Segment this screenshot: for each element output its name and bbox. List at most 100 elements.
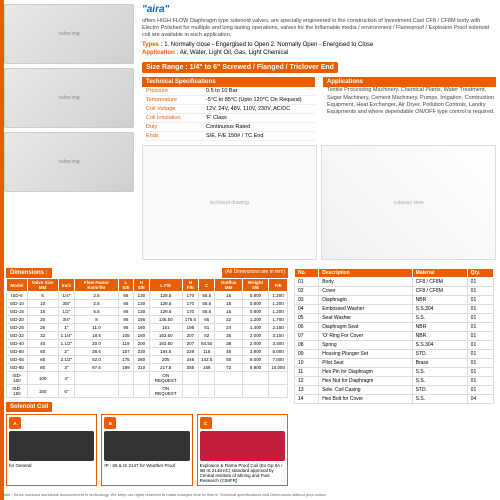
dim-cell: 163.50	[149, 332, 182, 340]
bom-cell: Brass	[412, 359, 467, 368]
dim-cell: 280	[134, 356, 150, 364]
dim-cell: 0.800	[242, 300, 268, 308]
dim-cell: 55	[215, 356, 242, 364]
dim-cell: 11.0	[75, 324, 118, 332]
bom-cell: NBR	[412, 332, 467, 341]
spec-label: Coil Insulation	[146, 115, 206, 121]
app-value: Air, Water, Light Oil, Gas, Light Chemic…	[180, 50, 289, 56]
solenoid-image	[9, 431, 94, 461]
dim-cell: 9.900	[242, 364, 268, 372]
dim-cell: 81	[199, 324, 215, 332]
dim-row: ISD-65652.1/2"52.0175280205246142.5556.0…	[7, 356, 288, 364]
intro-text: offers HIGH FLOW Diaphragm type solenoid…	[142, 18, 496, 39]
bom-cell: 01	[467, 386, 493, 395]
app-block: Applications Textile Processing Machiner…	[323, 77, 496, 141]
solenoid-image	[104, 431, 189, 461]
dim-row: ISD-661/4"2.566130128.517055.5150.8001.2…	[7, 292, 288, 300]
dim-cell	[215, 385, 242, 398]
solenoid-label: IP - 65 & IS 2147 for Weather Proof	[104, 463, 189, 468]
dim-cell: 136.50	[149, 316, 182, 324]
dim-cell: ISD-65	[7, 356, 28, 364]
dim-col-header: Weight S/E	[242, 279, 268, 292]
dim-col-header: L F/E	[149, 279, 182, 292]
bom-cell: Sole. Coil Casing	[319, 386, 412, 395]
bom-col-header: Description	[319, 269, 412, 278]
dim-cell: 50	[27, 348, 58, 356]
product-image-1: valve img	[4, 4, 134, 64]
dim-cell: 2.5	[75, 300, 118, 308]
bom-cell: 12	[295, 377, 319, 386]
dim-cell: 1"	[58, 324, 75, 332]
bom-cell: Spring	[319, 341, 412, 350]
bom-cell: 01	[467, 368, 493, 377]
footer-note: Note : Since constant worldwide advancem…	[0, 490, 500, 499]
dim-cell: 5.000	[269, 348, 288, 356]
solenoid-header: Solenoid Coil	[6, 402, 52, 412]
bom-cell: Diaphragm Seat	[319, 323, 412, 332]
bom-cell: CF8 / CF8M	[412, 287, 467, 296]
dim-cell: 66	[118, 292, 133, 300]
bom-cell: S.S.	[412, 395, 467, 404]
bom-cell: 11	[295, 368, 319, 377]
bom-cell: 14	[295, 395, 319, 404]
dim-row: ISD-1501506"ON REQUEST	[7, 385, 288, 398]
bom-cell: 01	[467, 341, 493, 350]
dim-cell: 20	[27, 316, 58, 324]
spec-row: Coil Voltage12V, 24V, 48V, 110V, 230V, A…	[142, 105, 315, 114]
dim-cell: 3"	[58, 364, 75, 372]
dim-cell	[242, 372, 268, 385]
tech-spec-header: Technical Specifications	[142, 77, 315, 87]
dim-cell: 72	[215, 364, 242, 372]
dim-cell: 0.800	[242, 308, 268, 316]
solenoid-badge: A	[9, 417, 21, 429]
solenoid-items: Afor GeneralBIP - 65 & IS 2147 for Weath…	[6, 414, 288, 486]
spec-label: Pressure	[146, 88, 206, 94]
dim-cell: 55.5	[199, 308, 215, 316]
dim-cell	[75, 385, 118, 398]
bom-cell: S.S.	[412, 368, 467, 377]
solenoid-item: BIP - 65 & IS 2147 for Weather Proof	[101, 414, 192, 486]
dim-cell: 10.050	[269, 364, 288, 372]
bom-cell: Body	[319, 278, 412, 287]
dim-cell	[199, 385, 215, 398]
dim-cell: 230	[134, 348, 150, 356]
spec-row: Coil Insulation'F' Class	[142, 114, 315, 123]
dim-cell: 4"	[58, 372, 75, 385]
dim-cell: 1/2"	[58, 308, 75, 316]
dim-cell: 8	[75, 316, 118, 324]
bom-row: 10Pilot SeatBrass01	[295, 359, 494, 368]
dim-cell: 15	[27, 308, 58, 316]
dim-col-header: Inch	[58, 279, 75, 292]
dim-cell: 55.5	[199, 300, 215, 308]
bom-cell: 13	[295, 386, 319, 395]
spec-row: Pressure0.5 to 10 Bar	[142, 87, 315, 96]
spec-label: Temperature	[146, 97, 206, 103]
dim-col-header: C	[199, 279, 215, 292]
solenoid-label: Explosion & Flame Proof Coil (Ex Gp IIA …	[200, 463, 285, 483]
dim-cell: 150	[27, 385, 58, 398]
app-desc: Textile Processing Machinery, Chemical P…	[327, 87, 496, 116]
dim-cell: 15	[215, 292, 242, 300]
types-line: Types : 1. Normally close - Engergised t…	[142, 42, 496, 48]
dim-cell: 66	[118, 300, 133, 308]
bom-table: No.DescriptionMaterialQty.01BodyCF8 / CF…	[294, 268, 494, 404]
dim-cell: 15	[215, 300, 242, 308]
bom-col-header: Material	[412, 269, 467, 278]
dim-cell	[199, 372, 215, 385]
bom-cell: Embossed Washer	[319, 305, 412, 314]
dim-cell: 207	[182, 332, 198, 340]
dim-cell: 3.300	[269, 340, 288, 348]
dim-cell: 20.0	[75, 340, 118, 348]
dim-col-header: L S/E	[118, 279, 133, 292]
spec-label: Coil Voltage	[146, 106, 206, 112]
spec-value: Continuous Rated	[206, 124, 311, 130]
spec-columns: Technical Specifications Pressure0.5 to …	[142, 77, 496, 141]
dim-cell: 95	[118, 324, 133, 332]
dim-cell: 200	[134, 340, 150, 348]
bom-row: 11Hex Pin for DiaphragmS.S.01	[295, 368, 494, 377]
technical-drawing: technical drawing	[142, 145, 317, 260]
dim-cell: ISD-100	[7, 372, 28, 385]
dim-cell: 175.5	[182, 316, 198, 324]
bom-row: 06Diaphragm SeatNBR01	[295, 323, 494, 332]
solenoid-item: CExplosion & Flame Proof Coil (Ex Gp IIA…	[197, 414, 288, 486]
